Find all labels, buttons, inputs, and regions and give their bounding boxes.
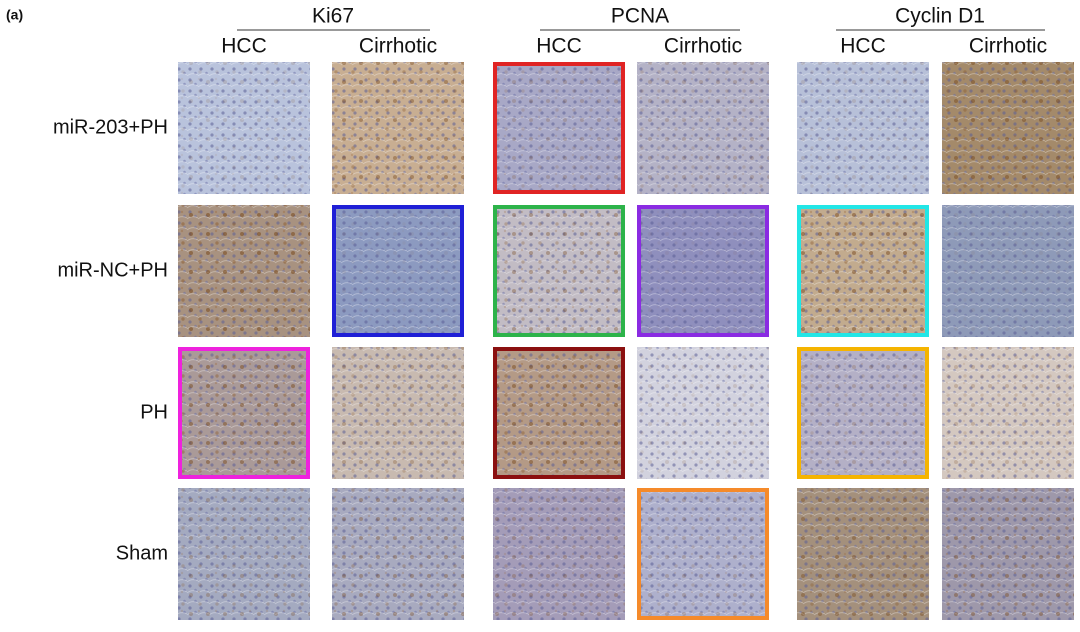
tissue-stain: [493, 62, 625, 194]
highlight-frame: [493, 205, 625, 337]
highlight-frame: [797, 205, 929, 337]
tissue-stain: [637, 488, 769, 620]
column-label: Cirrhotic: [969, 35, 1047, 58]
highlight-frame: [637, 488, 769, 620]
tissue-stain: [942, 347, 1074, 479]
tissue-stain: [797, 62, 929, 194]
highlight-frame: [493, 347, 625, 479]
tissue-stain: [493, 347, 625, 479]
tissue-stain: [942, 488, 1074, 620]
tissue-stain: [332, 62, 464, 194]
row-label: miR-203+PH: [53, 116, 168, 138]
tissue-stain: [332, 205, 464, 337]
row-label: PH: [140, 401, 168, 423]
tissue-stain: [797, 205, 929, 337]
highlight-frame: [797, 347, 929, 479]
highlight-frame: [178, 347, 310, 479]
tissue-stain: [637, 62, 769, 194]
tissue-stain: [178, 488, 310, 620]
group-title: Cyclin D1: [895, 5, 985, 28]
tissue-stain: [178, 347, 310, 479]
column-label: Cirrhotic: [359, 35, 437, 58]
column-label: HCC: [221, 35, 267, 58]
row-label: miR-NC+PH: [57, 259, 168, 281]
tissue-stain: [797, 347, 929, 479]
tissue-stain: [332, 347, 464, 479]
tissue-stain: [178, 62, 310, 194]
highlight-frame: [332, 205, 464, 337]
tissue-stain: [637, 347, 769, 479]
highlight-frame: [637, 205, 769, 337]
tissue-stain: [493, 205, 625, 337]
row-label: Sham: [116, 542, 168, 564]
tissue-stain: [493, 488, 625, 620]
panel-label: (a): [6, 7, 23, 23]
column-label: HCC: [536, 35, 582, 58]
group-title: Ki67: [312, 5, 354, 28]
column-label: HCC: [840, 35, 886, 58]
tissue-stain: [332, 488, 464, 620]
tissue-stain: [637, 205, 769, 337]
highlight-frame: [493, 62, 625, 194]
tissue-stain: [942, 205, 1074, 337]
tissue-stain: [942, 62, 1074, 194]
group-title: PCNA: [611, 5, 669, 28]
tissue-stain: [178, 205, 310, 337]
tissue-stain: [797, 488, 929, 620]
column-label: Cirrhotic: [664, 35, 742, 58]
